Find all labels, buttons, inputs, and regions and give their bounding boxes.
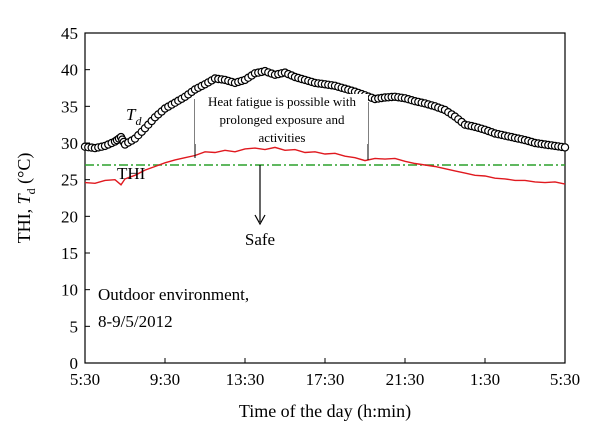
environment-label-line2: 8-9/5/2012 <box>98 312 173 331</box>
y-tick-label: 20 <box>61 207 78 226</box>
y-tick-label: 10 <box>61 281 78 300</box>
y-tick-label: 30 <box>61 134 78 153</box>
y-tick-label: 40 <box>61 61 78 80</box>
y-tick-label: 35 <box>61 97 78 116</box>
x-tick-label: 17:30 <box>306 370 345 389</box>
x-tick-label: 5:30 <box>70 370 100 389</box>
x-tick-label: 9:30 <box>150 370 180 389</box>
td-series-label: Td <box>126 105 142 128</box>
series-td-markers <box>80 66 570 153</box>
y-tick-label: 15 <box>61 244 78 263</box>
x-tick-label: 5:30 <box>550 370 580 389</box>
environment-label-line1: Outdoor environment, <box>98 285 249 304</box>
y-tick-label: 45 <box>61 24 78 43</box>
y-axis-ticks: 0 5 10 15 20 25 30 35 40 45 <box>61 24 90 373</box>
x-tick-label: 21:30 <box>386 370 425 389</box>
x-tick-label: 13:30 <box>226 370 265 389</box>
y-axis-label: THI, Td (°C) <box>14 153 38 244</box>
y-tick-label: 0 <box>70 354 79 373</box>
heat-annotation-line1: Heat fatigue is possible with <box>208 94 357 109</box>
heat-annotation-bg <box>195 94 368 144</box>
x-tick-label: 1:30 <box>470 370 500 389</box>
y-tick-label: 5 <box>70 317 79 336</box>
x-axis-ticks: 5:30 9:30 13:30 17:30 21:30 1:30 5:30 <box>70 358 580 389</box>
safe-arrow-head <box>254 214 266 226</box>
y-tick-label: 25 <box>61 171 78 190</box>
thi-series-label: THI <box>117 164 146 183</box>
series-thi-line <box>84 146 566 186</box>
x-axis-label: Time of the day (h:min) <box>239 401 411 422</box>
td-data-point <box>560 143 570 152</box>
heat-annotation-line2: prolonged exposure and <box>220 112 345 127</box>
heat-annotation-line3: activities <box>259 130 306 145</box>
safe-label: Safe <box>245 230 275 249</box>
